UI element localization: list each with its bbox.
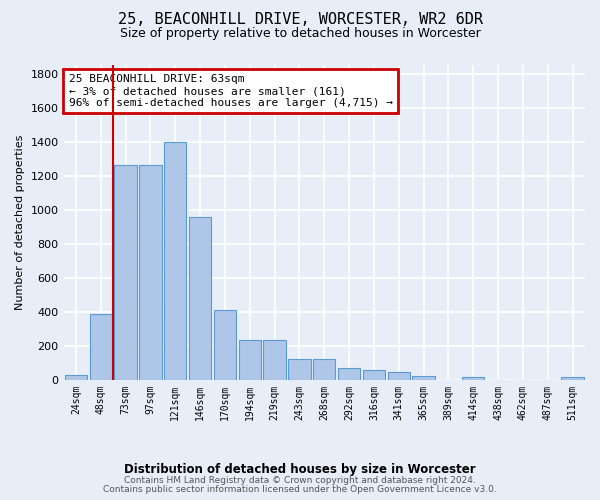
Bar [115, 166, 137, 380]
Text: 25 BEACONHILL DRIVE: 63sqm
← 3% of detached houses are smaller (161)
96% of semi: 25 BEACONHILL DRIVE: 63sqm ← 3% of detac… [69, 74, 393, 108]
Bar [562, 377, 584, 380]
Bar [239, 340, 261, 380]
Text: Size of property relative to detached houses in Worcester: Size of property relative to detached ho… [119, 28, 481, 40]
Text: 25, BEACONHILL DRIVE, WORCESTER, WR2 6DR: 25, BEACONHILL DRIVE, WORCESTER, WR2 6DR [118, 12, 482, 28]
Bar [388, 372, 410, 380]
Bar [214, 310, 236, 380]
Bar [338, 368, 360, 380]
Text: Distribution of detached houses by size in Worcester: Distribution of detached houses by size … [124, 462, 476, 475]
Bar [89, 314, 112, 380]
Bar [412, 376, 435, 380]
Bar [65, 375, 87, 380]
Bar [288, 360, 311, 380]
Bar [189, 218, 211, 380]
Y-axis label: Number of detached properties: Number of detached properties [15, 135, 25, 310]
Text: Contains public sector information licensed under the Open Government Licence v3: Contains public sector information licen… [103, 485, 497, 494]
Bar [462, 377, 484, 380]
Text: Contains HM Land Registry data © Crown copyright and database right 2024.: Contains HM Land Registry data © Crown c… [124, 476, 476, 485]
Bar [139, 164, 161, 380]
Bar [363, 370, 385, 380]
Bar [164, 142, 187, 380]
Bar [313, 360, 335, 380]
Bar [263, 340, 286, 380]
